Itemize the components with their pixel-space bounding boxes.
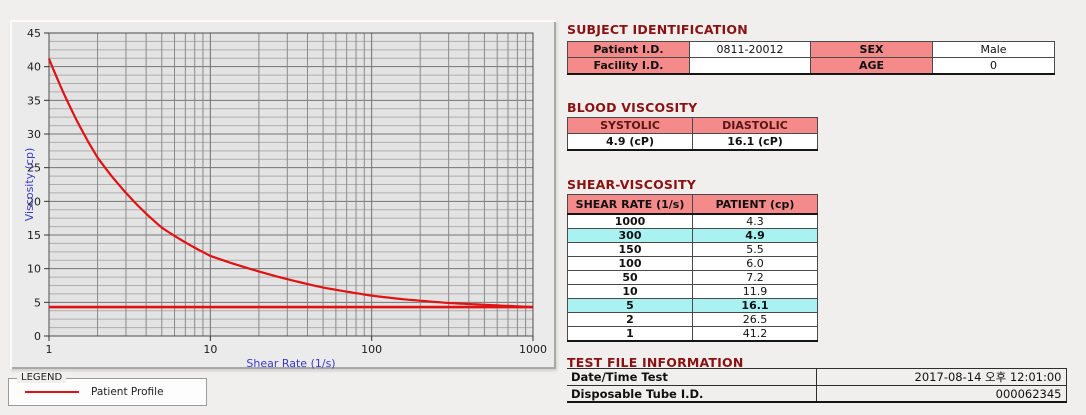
shear-rate-cell: 100: [567, 256, 693, 271]
age-label: AGE: [810, 57, 933, 75]
y-tick-label: 5: [34, 296, 41, 309]
shear-rate-cell: 10: [567, 284, 693, 299]
table-row: Date/Time Test 2017-08-14 오후 12:01:00: [567, 368, 1067, 386]
x-tick-label: 1000: [519, 343, 547, 356]
test-file-information-heading: TEST FILE INFORMATION: [567, 355, 744, 370]
patient-viscosity-cell: 4.9: [692, 228, 818, 243]
x-tick-label: 1: [46, 343, 53, 356]
disposable-tube-id-label: Disposable Tube I.D.: [567, 385, 817, 403]
systolic-label: SYSTOLIC: [567, 117, 693, 134]
y-tick-label: 0: [34, 330, 41, 343]
patient-id-value: 0811-20012: [689, 41, 811, 58]
patient-viscosity-cell: 6.0: [692, 256, 818, 271]
facility-id-label: Facility I.D.: [567, 57, 690, 75]
patient-viscosity-cell: 11.9: [692, 284, 818, 299]
diastolic-value: 16.1 (cP): [692, 133, 818, 151]
y-axis-title: Viscosity (cp): [23, 148, 36, 222]
shear-viscosity-heading: SHEAR-VISCOSITY: [567, 177, 696, 192]
patient-viscosity-cell: 41.2: [692, 326, 818, 342]
disposable-tube-id-value: 000062345: [816, 385, 1067, 403]
viscosity-chart-panel: 0 5 10 15 20 25 30 35 40 45 1 10 100 1000 Shear Rate (…: [10, 20, 556, 369]
sex-label: SEX: [810, 41, 933, 58]
x-axis-title: Shear Rate (1/s): [246, 357, 335, 369]
age-value: 0: [932, 57, 1055, 75]
diastolic-label: DIASTOLIC: [692, 117, 818, 134]
patient-id-label: Patient I.D.: [567, 41, 690, 58]
y-tick-label: 25: [27, 162, 41, 175]
shear-viscosity-row: 50 7.2: [567, 270, 818, 285]
legend-label: Patient Profile: [91, 386, 164, 398]
viscosity-chart: 0 5 10 15 20 25 30 35 40 45 1 10 100 1000 Shear Rate (…: [23, 27, 547, 369]
systolic-value: 4.9 (cP): [567, 133, 693, 151]
patient-viscosity-cell: 4.3: [692, 213, 818, 229]
shear-rate-cell: 150: [567, 242, 693, 257]
legend-box: LEGEND Patient Profile: [8, 372, 207, 406]
patient-column-header: PATIENT (cp): [692, 194, 818, 215]
shear-viscosity-table: SHEAR RATE (1/s) PATIENT (cp) 1000 4.3 300…: [567, 194, 818, 342]
shear-viscosity-row: 150 5.5: [567, 242, 818, 257]
shear-rate-cell: 50: [567, 270, 693, 285]
shear-viscosity-row: 1000 4.3: [567, 213, 818, 229]
subject-identification-table: Patient I.D. 0811-20012 SEX Male Facilit…: [567, 41, 1055, 75]
table-row: 4.9 (cP) 16.1 (cP): [567, 133, 818, 151]
test-file-information-table: Date/Time Test 2017-08-14 오후 12:01:00 Di…: [567, 368, 1067, 403]
patient-profile-curve: [47, 58, 534, 309]
table-row: Patient I.D. 0811-20012 SEX Male: [567, 41, 1055, 58]
facility-id-value: [689, 57, 811, 75]
date-time-test-label: Date/Time Test: [567, 368, 817, 386]
legend-item-patient-profile: Patient Profile: [25, 379, 164, 405]
table-row: Disposable Tube I.D. 000062345: [567, 385, 1067, 403]
y-tick-label: 10: [27, 263, 41, 276]
x-tick-label: 100: [361, 343, 382, 356]
shear-viscosity-row: 5 16.1: [567, 298, 818, 313]
shear-rate-cell: 1000: [567, 213, 693, 229]
blood-viscosity-table: SYSTOLIC DIASTOLIC 4.9 (cP) 16.1 (cP): [567, 117, 818, 151]
shear-rate-cell: 1: [567, 326, 693, 342]
patient-viscosity-cell: 7.2: [692, 270, 818, 285]
shear-rate-cell: 2: [567, 312, 693, 327]
sex-value: Male: [932, 41, 1055, 58]
shear-rate-cell: 300: [567, 228, 693, 243]
shear-rate-cell: 5: [567, 298, 693, 313]
shear-viscosity-row: 300 4.9: [567, 228, 818, 243]
shear-viscosity-row: 2 26.5: [567, 312, 818, 327]
date-time-test-value: 2017-08-14 오후 12:01:00: [816, 368, 1067, 386]
shear-viscosity-row: 10 11.9: [567, 284, 818, 299]
subject-identification-heading: SUBJECT IDENTIFICATION: [567, 22, 748, 37]
y-tick-label: 15: [27, 229, 41, 242]
shear-viscosity-row: 100 6.0: [567, 256, 818, 271]
y-tick-label: 20: [27, 195, 41, 208]
table-row: SYSTOLIC DIASTOLIC: [567, 117, 818, 134]
y-tick-label: 45: [27, 27, 41, 40]
x-tick-label: 10: [203, 343, 217, 356]
legend-title: LEGEND: [17, 372, 67, 383]
shear-rate-column-header: SHEAR RATE (1/s): [567, 194, 693, 215]
red-line-icon: [25, 391, 79, 393]
y-tick-label: 30: [27, 128, 41, 141]
y-tick-label: 35: [27, 94, 41, 107]
table-row: Facility I.D. AGE 0: [567, 57, 1055, 75]
blood-viscosity-heading: BLOOD VISCOSITY: [567, 100, 698, 115]
patient-viscosity-cell: 5.5: [692, 242, 818, 257]
y-tick-label: 40: [27, 61, 41, 74]
table-header-row: SHEAR RATE (1/s) PATIENT (cp): [567, 194, 818, 215]
patient-viscosity-cell: 26.5: [692, 312, 818, 327]
shear-viscosity-row: 1 41.2: [567, 326, 818, 342]
patient-viscosity-cell: 16.1: [692, 298, 818, 313]
